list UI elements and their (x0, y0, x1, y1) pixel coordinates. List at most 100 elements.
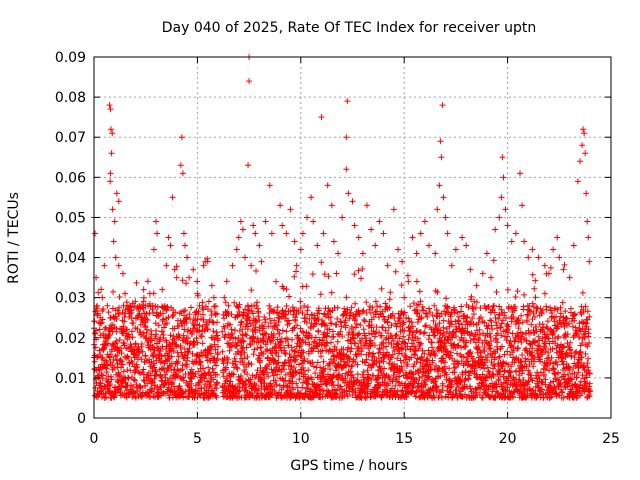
data-point (464, 313, 471, 320)
data-point (385, 339, 392, 346)
data-point (186, 274, 193, 281)
data-point (490, 257, 497, 264)
data-point (466, 372, 473, 379)
data-point (498, 320, 505, 327)
data-point (299, 384, 306, 391)
data-point (468, 329, 475, 336)
data-point (299, 230, 306, 237)
data-point (225, 302, 232, 309)
data-point (272, 377, 279, 384)
data-point (443, 376, 450, 383)
data-point (256, 317, 263, 324)
data-point (514, 288, 521, 295)
data-point (392, 333, 399, 340)
data-point (317, 291, 324, 298)
data-point (165, 234, 172, 241)
data-point (568, 352, 575, 359)
data-point (176, 310, 183, 317)
data-point (479, 371, 486, 378)
data-point (241, 355, 248, 362)
data-point (413, 358, 420, 365)
data-point (220, 311, 227, 318)
y-tick-label: 0.03 (55, 291, 86, 307)
data-point (128, 328, 135, 335)
data-point (444, 384, 451, 391)
data-point (395, 379, 402, 386)
data-point (492, 226, 499, 233)
data-point (349, 386, 356, 393)
data-point (429, 312, 436, 319)
data-point (280, 285, 287, 292)
data-point (309, 271, 316, 278)
data-point (369, 304, 376, 311)
data-point (584, 380, 591, 387)
data-point (239, 345, 246, 352)
data-point (453, 326, 460, 333)
data-point (164, 303, 171, 310)
data-point (524, 381, 531, 388)
data-point (316, 336, 323, 343)
data-point (183, 280, 190, 287)
data-point (481, 319, 488, 326)
data-point (564, 352, 571, 359)
y-tick-label: 0 (77, 411, 86, 427)
data-point (451, 369, 458, 376)
data-point (333, 354, 340, 361)
data-point (353, 321, 360, 328)
data-point (549, 345, 556, 352)
data-point (97, 314, 104, 321)
data-point (305, 335, 312, 342)
data-point (169, 379, 176, 386)
data-point (373, 376, 380, 383)
data-point (179, 362, 186, 369)
data-point (571, 317, 578, 324)
data-point (297, 298, 304, 305)
data-point (386, 360, 393, 367)
data-point (185, 349, 192, 356)
data-point (394, 246, 401, 253)
data-point (516, 320, 523, 327)
data-point (276, 330, 283, 337)
data-point (252, 230, 259, 237)
data-point (331, 343, 338, 350)
data-point (250, 310, 257, 317)
data-point (365, 371, 372, 378)
data-point (440, 317, 447, 324)
data-point (415, 380, 422, 387)
data-point (524, 311, 531, 318)
data-point (119, 270, 126, 277)
data-point (204, 255, 211, 262)
data-point (129, 394, 136, 401)
data-point (289, 378, 296, 385)
data-point (400, 333, 407, 340)
data-point (262, 319, 269, 326)
data-point (455, 360, 462, 367)
data-point (285, 342, 292, 349)
data-point (125, 375, 132, 382)
data-point (173, 263, 180, 270)
data-point (299, 310, 306, 317)
data-point (257, 357, 264, 364)
data-point (327, 313, 334, 320)
data-point (461, 391, 468, 398)
data-point (586, 258, 593, 265)
data-point (502, 206, 509, 213)
data-point (488, 274, 495, 281)
y-tick-label: 0.09 (55, 50, 86, 66)
data-point (529, 271, 536, 278)
y-tick-label: 0.05 (55, 210, 86, 226)
data-point (418, 388, 425, 395)
data-point (118, 350, 125, 357)
data-point (424, 355, 431, 362)
data-point (213, 357, 220, 364)
data-point (476, 326, 483, 333)
data-point (491, 363, 498, 370)
data-point (351, 316, 358, 323)
data-point (287, 206, 294, 213)
data-point (365, 330, 372, 337)
data-point (453, 333, 460, 340)
data-point (128, 343, 135, 350)
data-point (109, 206, 116, 213)
data-point (292, 358, 299, 365)
